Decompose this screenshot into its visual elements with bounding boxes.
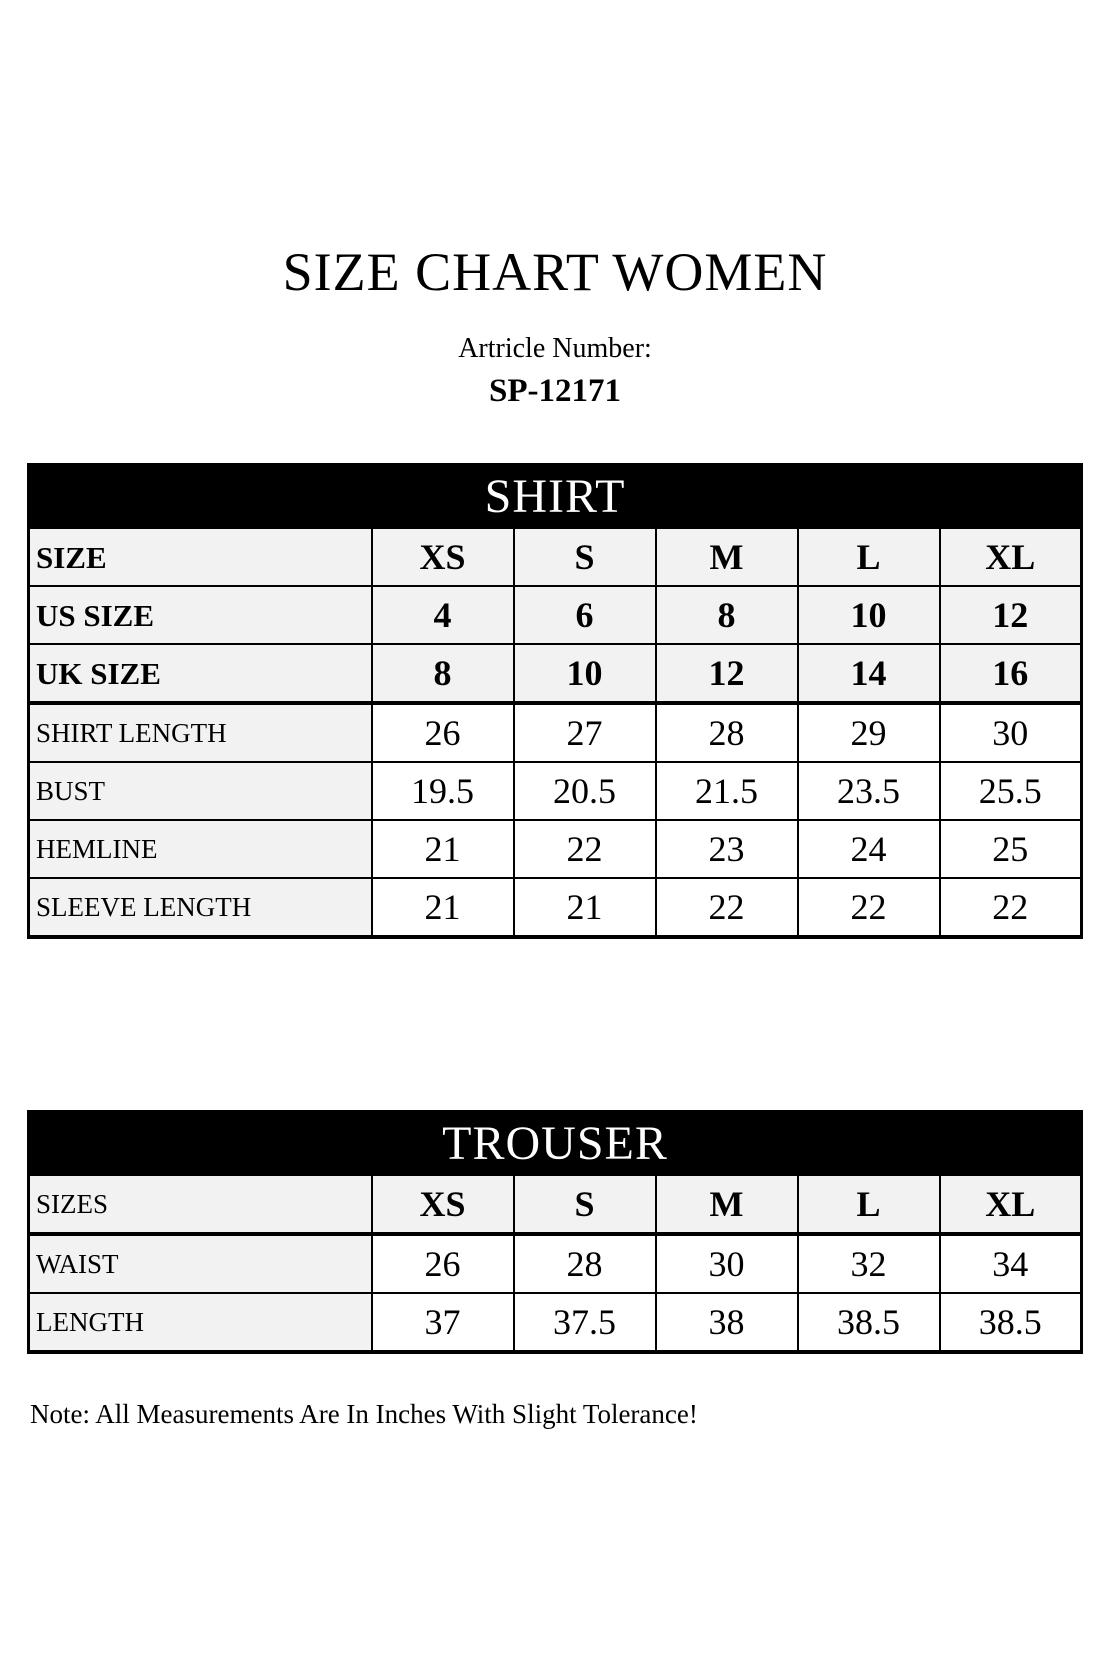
- value-cell: 12: [654, 643, 799, 706]
- value-cell: 26: [370, 1233, 515, 1295]
- table-row: SIZE XS S M L XL: [27, 527, 1083, 588]
- value-cell: 37.5: [512, 1292, 657, 1354]
- table-row: HEMLINE 21 22 23 24 25: [27, 819, 1083, 880]
- article-number-value: SP-12171: [489, 372, 621, 409]
- value-cell: 21: [370, 819, 515, 880]
- size-chart-document: SIZE CHART WOMEN Artricle Number: SP-121…: [27, 242, 1084, 1430]
- value-cell: 25: [938, 819, 1083, 880]
- value-cell: 24: [796, 819, 941, 880]
- value-cell: 22: [796, 877, 941, 939]
- value-cell: 27: [512, 702, 657, 764]
- value-cell: 29: [796, 702, 941, 764]
- value-cell: 22: [654, 877, 799, 939]
- value-cell: 22: [512, 819, 657, 880]
- value-cell: 8: [370, 643, 515, 706]
- row-label-cell: SIZE: [27, 527, 373, 588]
- row-label-cell: SIZES: [27, 1174, 373, 1237]
- table-row: SHIRT LENGTH 26 27 28 29 30: [27, 702, 1083, 764]
- trouser-size-table: TROUSER SIZES XS S M L XL WAIST 26 28 30 32 34 LENGT…: [27, 1110, 1084, 1355]
- row-label-cell: SHIRT LENGTH: [27, 702, 373, 764]
- value-cell: 25.5: [938, 761, 1083, 822]
- value-cell: 38: [654, 1292, 799, 1354]
- value-cell: 30: [938, 702, 1083, 764]
- value-cell: 20.5: [512, 761, 657, 822]
- row-label-cell: US SIZE: [27, 585, 373, 646]
- value-cell: S: [512, 527, 657, 588]
- table-row: BUST 19.5 20.5 21.5 23.5 25.5: [27, 761, 1083, 822]
- shirt-size-table: SHIRT SIZE XS S M L XL US SIZE 4 6 8 10 12 UK SIZE 8 1…: [27, 463, 1084, 940]
- value-cell: L: [796, 527, 941, 588]
- table-row: SLEEVE LENGTH 21 21 22 22 22: [27, 877, 1083, 939]
- value-cell: 21: [512, 877, 657, 939]
- table-row: SIZES XS S M L XL: [27, 1174, 1083, 1237]
- value-cell: XS: [370, 527, 515, 588]
- value-cell: 26: [370, 702, 515, 764]
- value-cell: 19.5: [370, 761, 515, 822]
- value-cell: L: [796, 1174, 941, 1237]
- value-cell: XL: [938, 527, 1083, 588]
- value-cell: M: [654, 1174, 799, 1237]
- value-cell: S: [512, 1174, 657, 1237]
- row-label-cell: BUST: [27, 761, 373, 822]
- value-cell: 38.5: [796, 1292, 941, 1354]
- value-cell: 14: [796, 643, 941, 706]
- value-cell: 32: [796, 1233, 941, 1295]
- table-row: WAIST 26 28 30 32 34: [27, 1233, 1083, 1295]
- value-cell: 21.5: [654, 761, 799, 822]
- value-cell: 30: [654, 1233, 799, 1295]
- value-cell: 12: [938, 585, 1083, 646]
- value-cell: 23: [654, 819, 799, 880]
- value-cell: 22: [938, 877, 1083, 939]
- trouser-table-title: TROUSER: [28, 1111, 1082, 1176]
- value-cell: 28: [654, 702, 799, 764]
- value-cell: 10: [796, 585, 941, 646]
- value-cell: 38.5: [938, 1292, 1083, 1354]
- table-row: UK SIZE 8 10 12 14 16: [27, 643, 1083, 706]
- value-cell: XL: [938, 1174, 1083, 1237]
- table-header-row: TROUSER: [28, 1111, 1082, 1176]
- value-cell: 4: [370, 585, 515, 646]
- row-label-cell: UK SIZE: [27, 643, 373, 706]
- value-cell: 34: [938, 1233, 1083, 1295]
- row-label-cell: SLEEVE LENGTH: [27, 877, 373, 939]
- value-cell: 8: [654, 585, 799, 646]
- value-cell: 6: [512, 585, 657, 646]
- value-cell: 21: [370, 877, 515, 939]
- table-row: US SIZE 4 6 8 10 12: [27, 585, 1083, 646]
- measurement-note: Note: All Measurements Are In Inches Wit…: [30, 1399, 698, 1430]
- value-cell: 23.5: [796, 761, 941, 822]
- value-cell: XS: [370, 1174, 515, 1237]
- row-label-cell: WAIST: [27, 1233, 373, 1295]
- shirt-table-title: SHIRT: [28, 464, 1082, 529]
- row-label-cell: LENGTH: [27, 1292, 373, 1354]
- value-cell: 16: [938, 643, 1083, 706]
- row-label-cell: HEMLINE: [27, 819, 373, 880]
- value-cell: 10: [512, 643, 657, 706]
- value-cell: 37: [370, 1292, 515, 1354]
- value-cell: M: [654, 527, 799, 588]
- page-title: SIZE CHART WOMEN: [282, 242, 828, 302]
- article-number-label: Artricle Number:: [458, 332, 652, 364]
- table-row: LENGTH 37 37.5 38 38.5 38.5: [27, 1292, 1083, 1354]
- value-cell: 28: [512, 1233, 657, 1295]
- table-header-row: SHIRT: [28, 464, 1082, 529]
